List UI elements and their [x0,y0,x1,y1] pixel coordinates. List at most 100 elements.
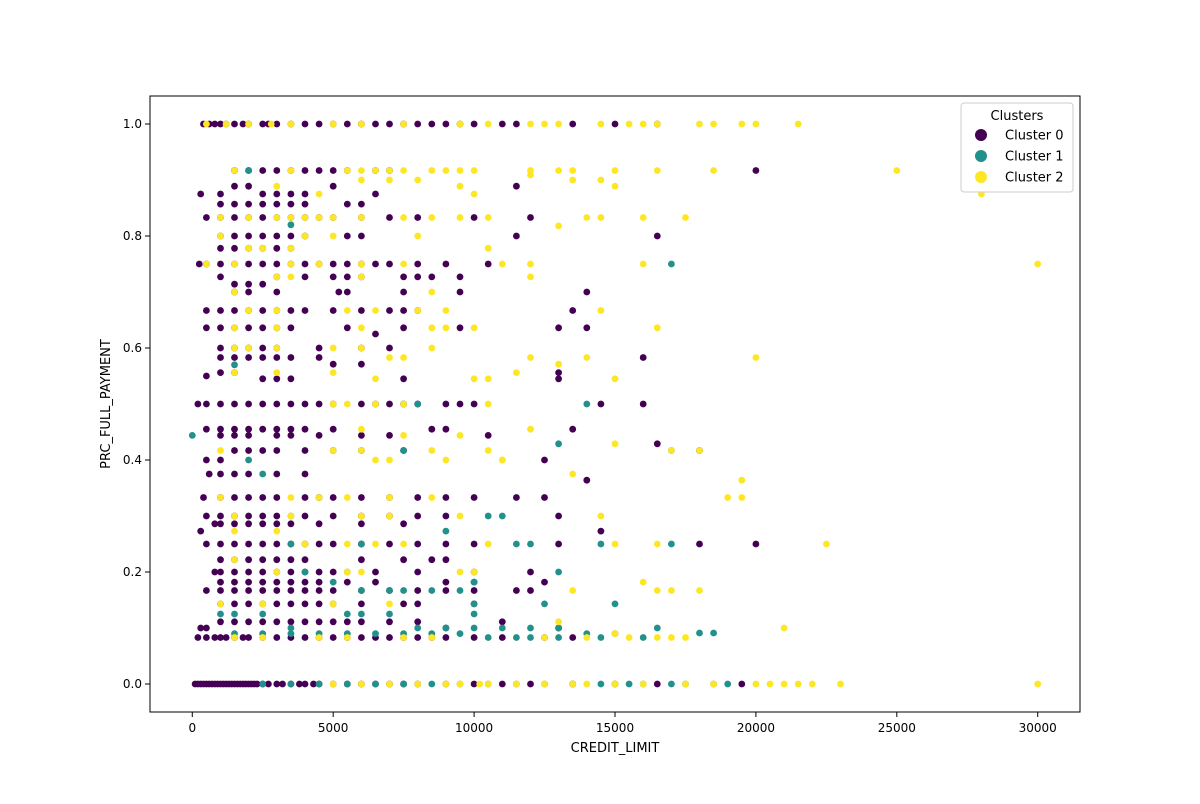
point-cluster-0 [414,618,422,626]
point-cluster-2 [343,568,351,576]
point-cluster-0 [414,512,422,520]
point-cluster-0 [245,260,253,268]
x-tick-label: 25000 [878,721,916,735]
point-cluster-0 [273,425,281,433]
point-cluster-2 [569,587,577,594]
point-cluster-0 [259,307,267,314]
point-cluster-1 [668,260,675,268]
point-cluster-1 [372,680,379,688]
point-cluster-0 [470,214,478,221]
point-cluster-0 [329,512,337,520]
point-cluster-0 [273,587,281,594]
point-cluster-2 [414,232,422,240]
point-cluster-0 [358,360,365,368]
point-cluster-0 [442,120,450,128]
point-cluster-2 [217,600,224,608]
point-cluster-0 [555,369,562,376]
point-cluster-0 [203,307,210,314]
point-cluster-1 [386,587,393,594]
point-cluster-0 [456,273,464,281]
point-cluster-2 [611,182,619,190]
x-tick-label: 5000 [318,721,349,735]
point-cluster-0 [259,494,267,501]
point-cluster-0 [470,634,478,641]
point-cluster-1 [611,600,619,608]
point-cluster-2 [386,176,393,184]
point-cluster-0 [245,494,253,501]
legend-entries: Cluster 0 Cluster 1 Cluster 2 [975,129,1064,186]
point-cluster-1 [287,540,295,548]
point-cluster-1 [442,527,450,535]
point-cluster-2 [541,680,548,688]
point-cluster-1 [400,680,407,688]
point-cluster-0 [217,425,224,433]
point-cluster-0 [442,512,450,520]
point-cluster-2 [245,214,253,221]
point-cluster-2 [400,634,407,641]
point-cluster-2 [653,540,661,548]
point-cluster-2 [203,260,210,268]
point-cluster-0 [315,520,323,528]
point-cluster-0 [343,232,351,240]
point-cluster-1 [583,400,591,408]
point-cluster-0 [301,578,309,586]
point-cluster-1 [625,680,633,688]
legend-marker-cluster-2 [975,171,987,183]
point-cluster-2 [456,512,464,520]
x-axis-label: CREDIT_LIMIT [571,741,660,756]
point-cluster-0 [569,634,577,641]
point-cluster-0 [203,372,210,380]
point-cluster-0 [597,400,605,408]
point-cluster-0 [273,354,281,361]
point-cluster-1 [287,221,295,229]
point-cluster-0 [442,494,450,501]
point-cluster-2 [386,354,393,361]
point-cluster-0 [259,354,267,361]
point-cluster-2 [329,600,337,608]
point-cluster-0 [315,587,323,594]
point-cluster-0 [301,600,309,608]
point-cluster-0 [569,120,577,128]
point-cluster-2 [653,324,661,332]
point-cluster-0 [273,288,281,296]
point-cluster-1 [527,540,534,548]
point-cluster-1 [470,600,478,608]
point-cluster-2 [273,568,281,576]
point-cluster-2 [597,307,605,314]
point-cluster-2 [358,167,365,174]
legend-marker-cluster-1 [975,150,987,162]
point-cluster-1 [188,432,196,439]
point-cluster-0 [414,568,422,576]
point-cluster-0 [245,200,253,208]
point-cluster-0 [513,587,520,594]
point-cluster-0 [555,540,562,548]
point-cluster-2 [639,214,647,221]
point-cluster-2 [597,120,605,128]
point-cluster-0 [329,540,337,548]
point-cluster-2 [222,120,230,128]
point-cluster-0 [273,512,281,520]
point-cluster-0 [358,200,365,208]
point-cluster-0 [273,578,281,586]
point-cluster-0 [245,512,253,520]
point-cluster-0 [217,512,224,520]
point-cluster-2 [287,167,295,174]
point-cluster-0 [343,618,351,626]
point-cluster-2 [400,120,407,128]
point-cluster-0 [231,214,238,221]
point-cluster-2 [329,400,337,408]
point-cluster-0 [259,556,267,564]
point-cluster-0 [470,494,478,501]
point-cluster-0 [245,520,253,528]
point-cluster-0 [273,520,281,528]
point-cluster-1 [358,587,365,594]
point-cluster-0 [245,280,253,288]
point-cluster-0 [470,120,478,128]
point-cluster-0 [273,680,281,688]
point-cluster-1 [470,610,478,618]
point-cluster-2 [1034,680,1042,688]
point-cluster-0 [287,190,295,198]
point-cluster-2 [794,120,802,128]
point-cluster-2 [287,273,295,281]
point-cluster-0 [484,260,492,268]
